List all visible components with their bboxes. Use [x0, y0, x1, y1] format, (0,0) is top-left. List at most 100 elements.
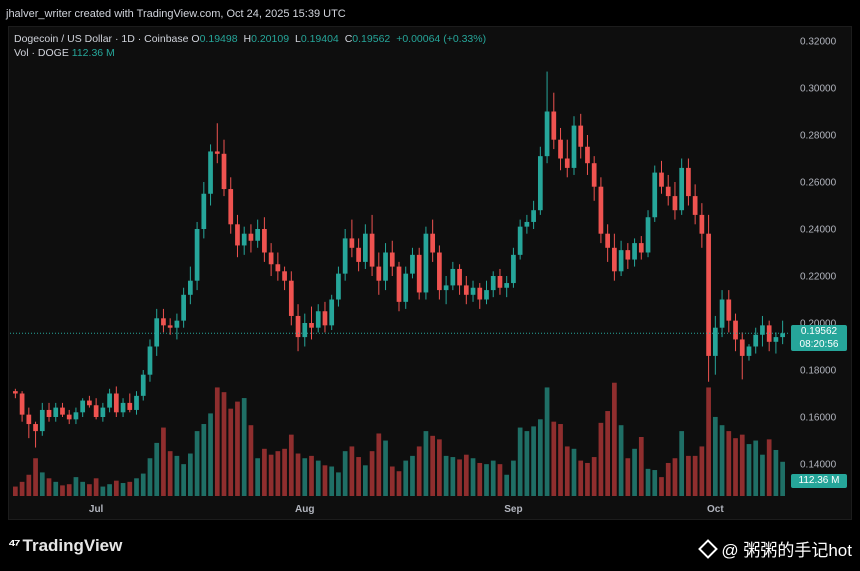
- volume-bar: [241, 398, 247, 496]
- candle: [389, 240, 395, 276]
- candle: [262, 217, 267, 262]
- symbol-title[interactable]: Dogecoin / US Dollar · 1D · Coinbase: [14, 33, 189, 45]
- price-tick-label: 0.28000: [800, 131, 837, 142]
- volume-bar: [174, 455, 180, 496]
- candle: [147, 339, 153, 382]
- candle-body: [120, 402, 126, 413]
- volume-bar: [181, 464, 186, 496]
- current-price-value: 0.19562: [800, 326, 838, 338]
- volume-bar: [87, 484, 92, 496]
- candle-body: [537, 156, 543, 211]
- price-tick-label: 0.32000: [800, 37, 837, 48]
- candle-body: [585, 146, 590, 164]
- candle-body: [309, 323, 314, 328]
- candle: [369, 214, 375, 276]
- volume-bar: [416, 446, 422, 496]
- price-tick-label: 0.20000: [800, 319, 837, 330]
- candle: [396, 261, 402, 312]
- volume-bar: [511, 460, 516, 496]
- watermark-text: @ 粥粥的手记hot: [721, 541, 852, 560]
- candle: [403, 266, 409, 309]
- volume-bar: [275, 451, 281, 496]
- candle-body: [692, 196, 698, 215]
- candle: [477, 283, 483, 309]
- candle-body: [686, 167, 691, 197]
- volume-bar: [443, 455, 449, 496]
- candle-body: [161, 318, 166, 326]
- candle: [410, 247, 415, 279]
- volume-bar: [457, 459, 462, 496]
- candle: [73, 407, 79, 425]
- candle: [295, 304, 301, 352]
- volume-bar: [60, 485, 65, 496]
- candle: [80, 398, 86, 417]
- candle-body: [719, 299, 725, 328]
- candle: [706, 214, 711, 382]
- volume-bar: [645, 468, 651, 496]
- volume-bar: [201, 424, 207, 496]
- tradingview-logo[interactable]: ⁴⁷ TradingView: [8, 535, 122, 557]
- candle: [712, 315, 718, 375]
- candle: [578, 113, 584, 159]
- candle: [288, 271, 294, 326]
- candle: [241, 226, 247, 255]
- volume-bar: [504, 474, 510, 496]
- candle-body: [739, 339, 745, 356]
- candle-body: [107, 393, 112, 408]
- candle: [450, 261, 456, 291]
- candle-body: [275, 264, 281, 272]
- candle: [679, 158, 685, 215]
- date-tick-label: Jul: [89, 504, 104, 515]
- candle-body: [53, 407, 59, 417]
- volume-bar: [558, 424, 563, 496]
- candle: [248, 224, 254, 253]
- candle-body: [329, 299, 335, 326]
- volume-bar: [753, 440, 759, 496]
- candle-body: [93, 405, 99, 417]
- candle: [134, 391, 139, 415]
- candle-body: [268, 252, 274, 265]
- volume-label[interactable]: Vol · DOGE: [14, 47, 69, 59]
- candle: [571, 116, 577, 175]
- volume-bar: [228, 408, 234, 496]
- candle-body: [612, 247, 617, 272]
- volume-bar: [706, 387, 711, 496]
- candle-body: [194, 229, 200, 281]
- candle-body: [544, 111, 550, 157]
- volume-bar: [376, 433, 382, 496]
- volume-bar: [235, 401, 240, 496]
- time-axis[interactable]: Jul Aug Sep Oct: [89, 504, 724, 515]
- high-label: H: [243, 33, 252, 45]
- volume-bar: [726, 431, 732, 496]
- change-value: +0.00064 (+0.33%): [396, 33, 487, 45]
- candle: [120, 398, 126, 417]
- candle: [739, 332, 745, 380]
- candle: [430, 219, 436, 262]
- low-label: L: [294, 33, 301, 45]
- candle: [194, 221, 200, 291]
- candle: [302, 313, 308, 347]
- candle: [531, 200, 536, 229]
- candle: [87, 395, 92, 408]
- candle: [228, 177, 234, 234]
- chart-panel[interactable]: [8, 26, 852, 520]
- candle-body: [484, 290, 489, 300]
- candle-body: [558, 139, 563, 159]
- price-tick-label: 0.14000: [800, 460, 837, 471]
- candle: [383, 243, 388, 291]
- candle: [591, 156, 597, 201]
- volume-bar: [268, 454, 274, 496]
- candle: [33, 421, 38, 448]
- candle: [719, 290, 725, 338]
- price-axis[interactable]: 0.32000 0.30000 0.28000 0.26000 0.24000 0.220…: [800, 37, 837, 471]
- candle-body: [497, 276, 503, 288]
- candle-body: [578, 125, 584, 147]
- volume-bar: [524, 431, 530, 496]
- volume-bar: [389, 466, 395, 496]
- volume-bar: [302, 458, 308, 496]
- volume-bar: [383, 440, 388, 496]
- volume-bar: [26, 474, 32, 496]
- volume-bar: [679, 431, 685, 496]
- candle-body: [87, 400, 92, 406]
